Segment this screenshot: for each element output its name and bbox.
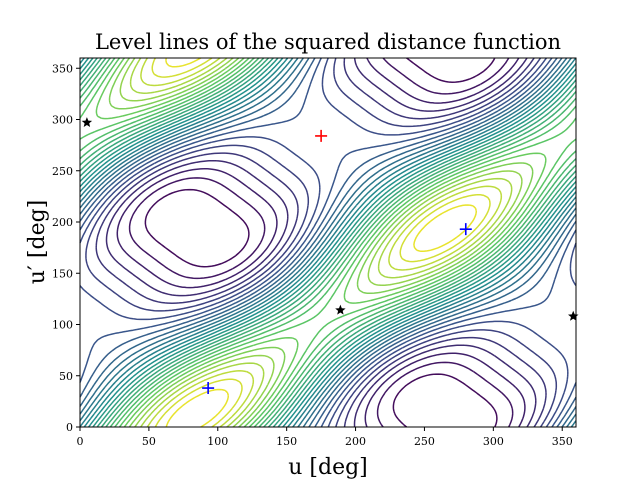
x-axis-label: u [deg] [288, 455, 368, 480]
chart-title: Level lines of the squared distance func… [95, 30, 561, 54]
contour-level-line [128, 57, 514, 428]
axis-ticks: 0 50 100 150 200 250 300 350 0 50 100 150 200 250 300 3… [52, 62, 573, 448]
contour-level-line [129, 57, 513, 428]
y-tick-label: 100 [52, 319, 73, 332]
x-tick-label: 250 [414, 435, 435, 448]
x-tick-label: 50 [142, 435, 156, 448]
minimum-marker [459, 223, 472, 236]
contour-level-line [79, 57, 577, 428]
y-tick-label: 50 [59, 370, 73, 383]
contour-level-line [79, 57, 577, 428]
contour-level-line [79, 57, 577, 428]
contour-level-line [79, 57, 577, 428]
y-tick-label: 200 [52, 216, 73, 229]
contour-level-line [95, 57, 547, 428]
contour-level-line [79, 57, 577, 428]
y-tick-label: 150 [52, 267, 73, 280]
x-tick-label: 200 [345, 435, 366, 448]
contour-level-line [79, 57, 577, 428]
contour-level-line [116, 57, 526, 428]
contour-level-line [79, 57, 577, 428]
contour-level-line [144, 57, 498, 428]
maximum-marker [315, 129, 328, 142]
plot-frame [79, 57, 577, 428]
star-marker [568, 310, 579, 321]
contour-level-line [119, 57, 523, 428]
contour-level-line [165, 57, 478, 428]
minimum-marker [202, 382, 215, 395]
contour-level-line [79, 57, 577, 428]
y-tick-label: 0 [66, 421, 73, 434]
markers [81, 117, 579, 395]
contour-level-line [151, 57, 491, 428]
contour-level-line [79, 57, 577, 428]
contour-level-line [140, 57, 503, 428]
y-tick-label: 350 [52, 62, 73, 75]
contour-lines [79, 57, 577, 428]
star-marker [81, 117, 93, 127]
y-axis-label: u′ [deg] [25, 200, 50, 285]
y-tick-label: 250 [52, 165, 73, 178]
contour-level-line [95, 57, 547, 428]
contour-level-line [79, 57, 577, 428]
x-tick-label: 300 [483, 435, 504, 448]
contour-level-line [79, 57, 577, 428]
contour-level-line [79, 57, 577, 428]
y-tick-label: 300 [52, 114, 73, 127]
x-tick-label: 350 [552, 435, 573, 448]
contour-level-line [105, 57, 537, 428]
x-tick-label: 0 [77, 435, 84, 448]
contour-level-line [85, 57, 558, 428]
contour-level-line [79, 57, 577, 428]
x-tick-label: 150 [276, 435, 297, 448]
star-marker [335, 304, 346, 315]
contour-level-line [79, 57, 577, 428]
x-tick-label: 100 [207, 435, 228, 448]
